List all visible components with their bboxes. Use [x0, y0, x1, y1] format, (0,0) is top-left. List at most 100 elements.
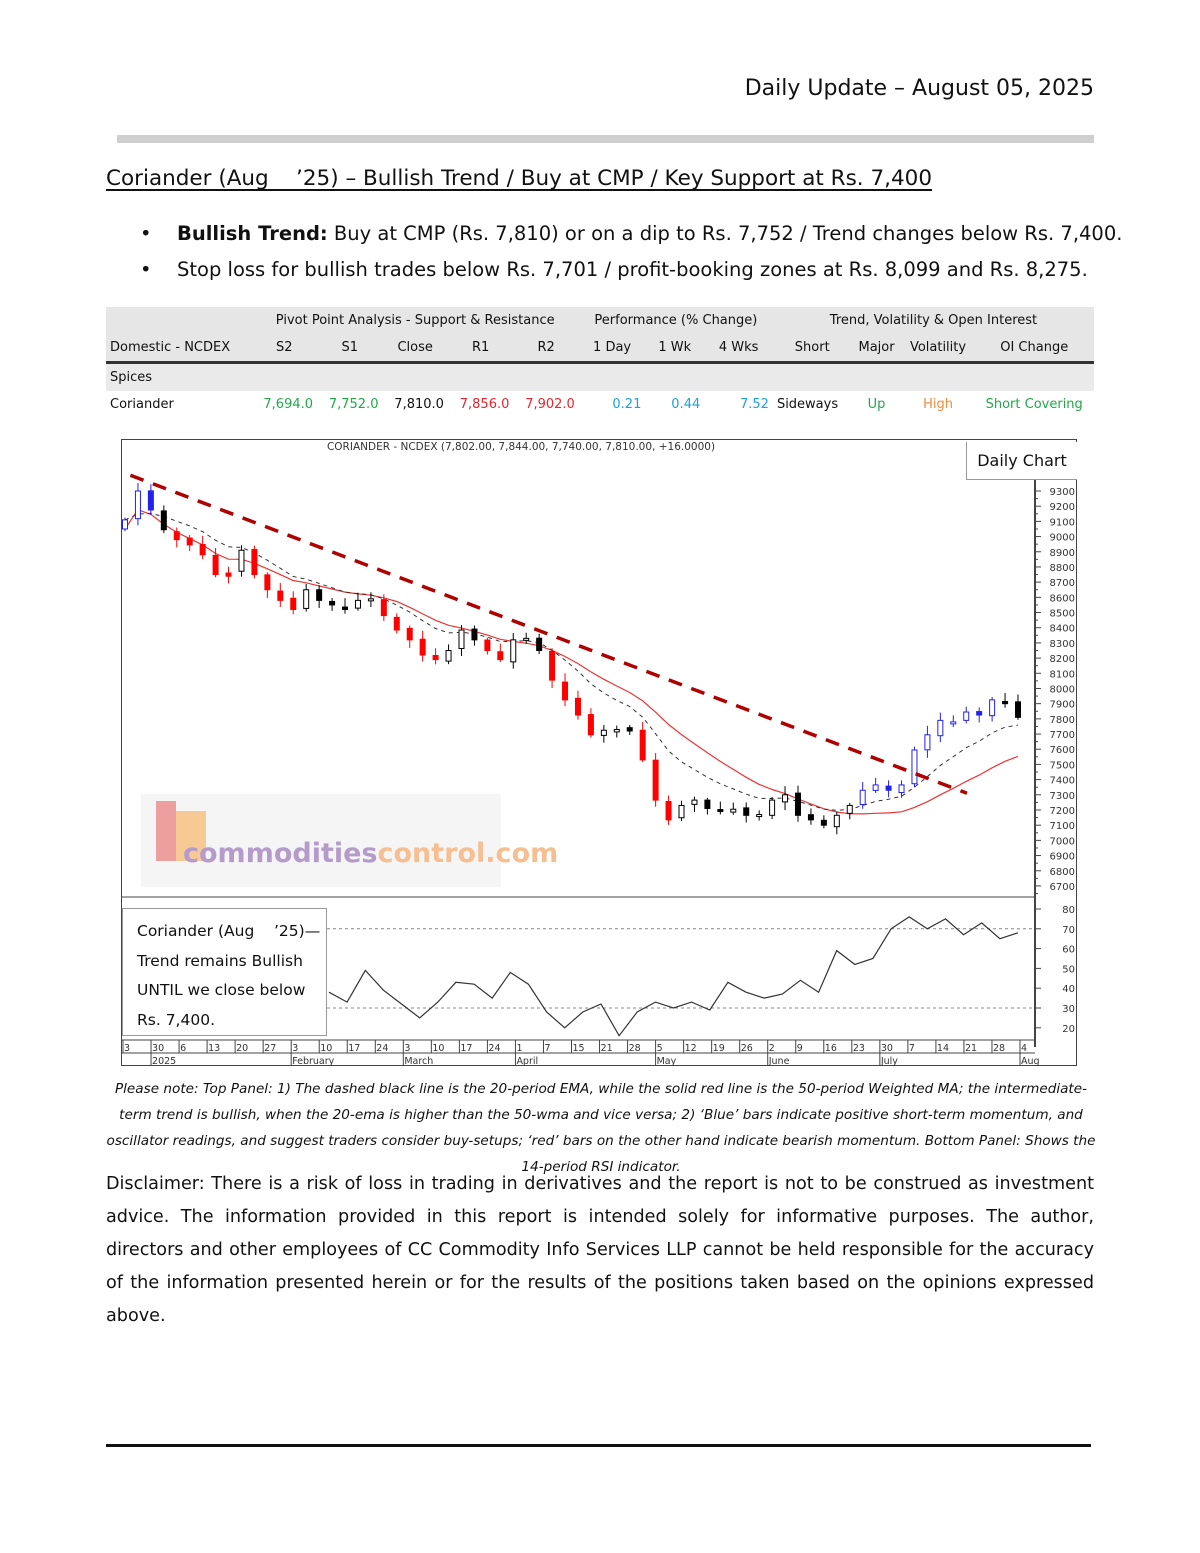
- y-tick-label: 8500: [1050, 609, 1075, 620]
- bullet-stoploss: • Stop loss for bullish trades below Rs. …: [140, 258, 1088, 281]
- pivot-table: Pivot Point Analysis - Support & Resista…: [106, 307, 1094, 418]
- candle: [807, 808, 814, 825]
- candle: [147, 484, 154, 516]
- rsi-tick-label: 40: [1062, 984, 1075, 995]
- y-tick-label: 7100: [1050, 821, 1075, 832]
- x-tick-label: 21: [965, 1043, 977, 1054]
- candle: [445, 644, 452, 665]
- ema20-line: [124, 512, 1019, 811]
- month-label: May: [657, 1056, 677, 1067]
- candle: [833, 811, 840, 835]
- candle-body: [782, 794, 789, 803]
- month-label: June: [768, 1056, 790, 1067]
- candle: [898, 780, 905, 798]
- rsi-note-line: Coriander (Aug ’25)—: [137, 922, 321, 940]
- y-tick-label: 7700: [1050, 730, 1075, 741]
- candle: [704, 797, 711, 815]
- x-tick-label: 3: [404, 1043, 410, 1054]
- candle-body: [820, 819, 827, 826]
- col-header: 4 Wks: [704, 334, 773, 364]
- y-tick-label: 6900: [1050, 852, 1075, 863]
- candle-body: [846, 804, 853, 814]
- chart-note: Please note: Top Panel: 1) The dashed bl…: [106, 1081, 1096, 1175]
- watermark-logo: commoditiescontrol.com: [141, 794, 558, 887]
- candle: [846, 802, 853, 820]
- rsi-tick-label: 60: [1062, 945, 1075, 956]
- table-cell: 7,810.0: [394, 397, 444, 412]
- candle: [756, 810, 763, 821]
- rsi-tick-label: 80: [1062, 905, 1075, 916]
- x-tick-label: 6: [180, 1043, 186, 1054]
- candle: [652, 753, 659, 807]
- candle-body: [445, 649, 452, 662]
- candle-body: [937, 719, 944, 737]
- candle: [160, 505, 167, 534]
- candle: [950, 715, 957, 728]
- rsi-tick-label: 70: [1062, 925, 1075, 936]
- candle-body: [885, 785, 892, 791]
- rsi-note-line: UNTIL we close below: [137, 981, 306, 999]
- x-tick-label: 7: [544, 1043, 550, 1054]
- x-tick-label: 28: [993, 1043, 1005, 1054]
- candle-body: [976, 711, 983, 716]
- x-tick-label: 27: [264, 1043, 276, 1054]
- candle: [794, 785, 801, 822]
- x-tick-label: 28: [629, 1043, 641, 1054]
- candle-body: [730, 808, 737, 813]
- candle-body: [665, 800, 672, 821]
- candle-body: [652, 759, 659, 801]
- candle-body: [406, 627, 413, 641]
- x-tick-label: 3: [124, 1043, 130, 1054]
- x-tick-label: 10: [320, 1043, 332, 1054]
- candle: [600, 725, 607, 743]
- candle: [937, 712, 944, 743]
- candle-body: [989, 699, 996, 717]
- candle: [212, 547, 219, 578]
- candle: [303, 583, 310, 612]
- candle-body: [678, 804, 685, 819]
- candle-body: [354, 599, 361, 609]
- x-tick-label: 30: [881, 1043, 893, 1054]
- candle-body: [251, 548, 258, 576]
- candle: [380, 594, 387, 621]
- col-header: S2: [251, 334, 318, 364]
- candle-body: [510, 639, 517, 663]
- month-label: February: [292, 1056, 334, 1067]
- y-tick-label: 7800: [1050, 715, 1075, 726]
- candle: [419, 630, 426, 662]
- month-label: 2025: [152, 1056, 176, 1067]
- candle: [510, 633, 517, 669]
- x-tick-label: 23: [853, 1043, 865, 1054]
- candle-body: [574, 697, 581, 716]
- candle: [471, 625, 478, 646]
- candle: [574, 690, 581, 720]
- section-label: Spices: [106, 362, 1094, 391]
- bullet-text: Stop loss for bullish trades below Rs. 7…: [177, 258, 1088, 281]
- candle-body: [147, 490, 154, 511]
- x-tick-label: 24: [488, 1043, 500, 1054]
- candle: [342, 598, 349, 614]
- x-tick-label: 30: [152, 1043, 164, 1054]
- x-tick-label: 1: [516, 1043, 522, 1054]
- candle-body: [898, 784, 905, 794]
- candle-body: [316, 589, 323, 601]
- candle: [885, 780, 892, 798]
- candle-body: [484, 639, 491, 651]
- col-header: 1 Day: [578, 334, 646, 364]
- candle: [238, 545, 245, 577]
- table-cell: 7,902.0: [525, 397, 575, 412]
- candle: [225, 566, 232, 584]
- candle-body: [419, 638, 426, 656]
- candle-body: [717, 809, 724, 813]
- group-performance: Performance (% Change): [578, 307, 773, 334]
- y-tick-label: 7500: [1050, 760, 1075, 771]
- month-label: April: [516, 1056, 538, 1067]
- watermark-part2: control.com: [378, 838, 559, 869]
- candle-body: [562, 681, 569, 701]
- candle-body: [160, 510, 167, 531]
- candle: [186, 535, 193, 552]
- wma50-line: [124, 508, 1019, 815]
- table-cell: Sideways: [776, 397, 839, 412]
- month-label: Aug: [1021, 1056, 1040, 1067]
- candle: [1002, 693, 1009, 708]
